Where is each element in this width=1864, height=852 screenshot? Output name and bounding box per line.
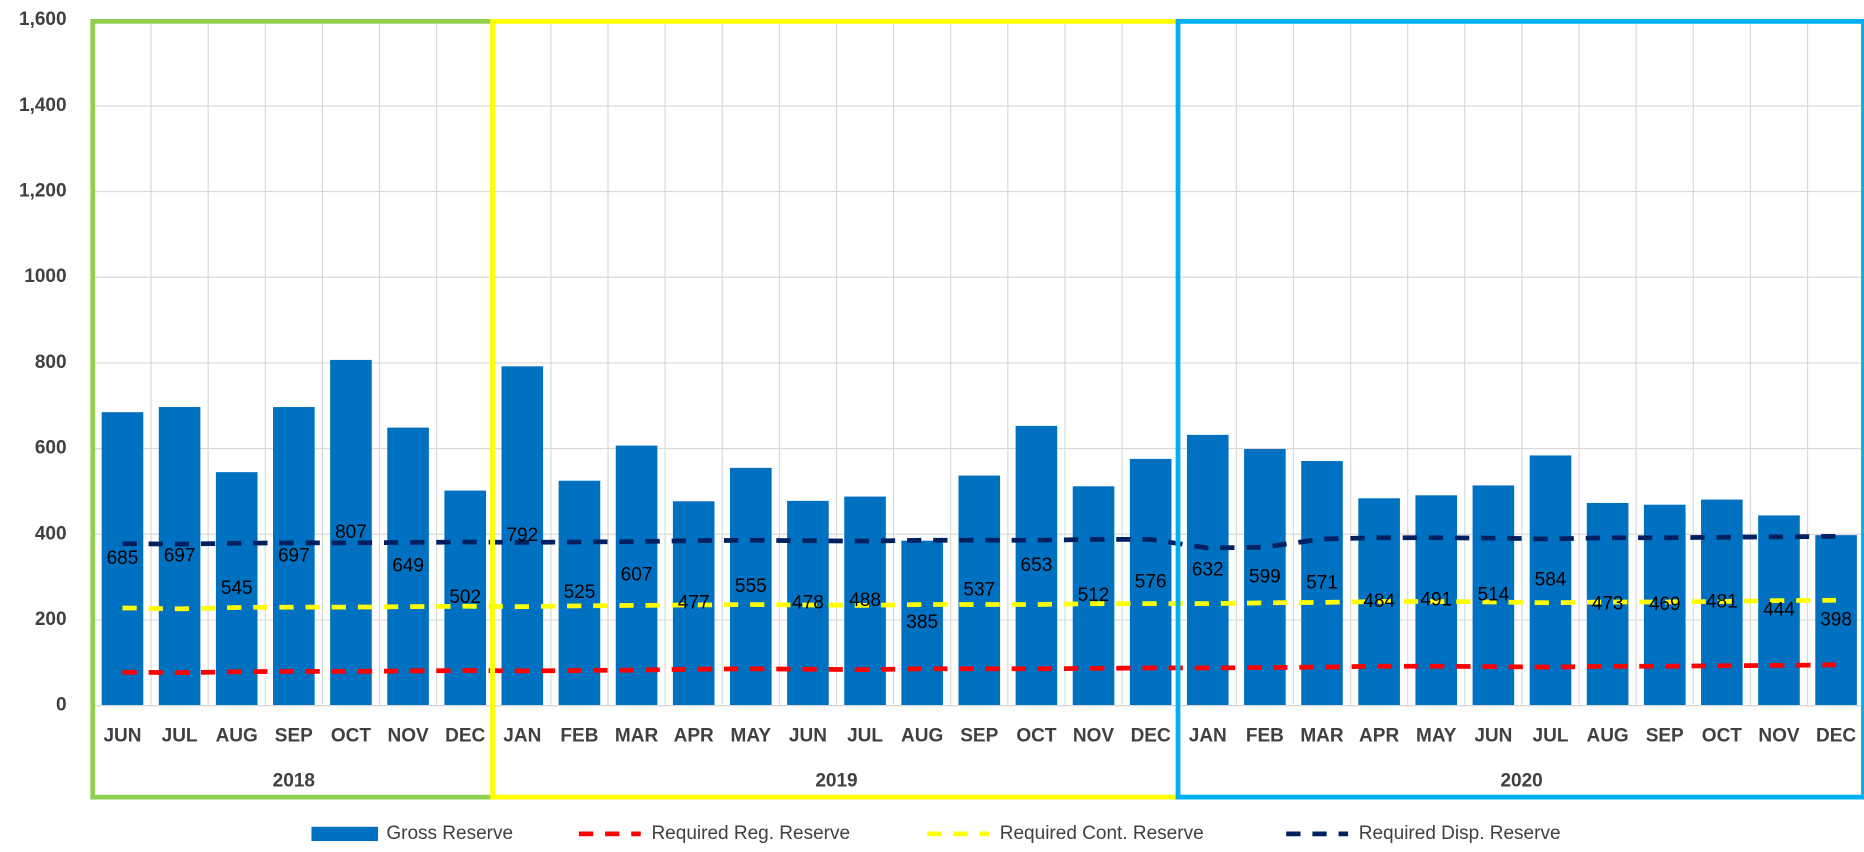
x-tick-label: JUL [1533,726,1569,747]
data-label: 653 [1021,555,1053,576]
x-tick-label: MAR [1300,726,1344,747]
data-label: 697 [164,545,196,566]
x-tick-label: JAN [503,726,541,747]
y-tick-label: 1,200 [19,181,67,202]
data-label: 576 [1135,571,1167,592]
data-label: 697 [278,545,310,566]
y-tick-label: 0 [56,695,67,716]
y-tick-label: 200 [35,609,67,630]
x-tick-label: JUL [847,726,883,747]
bar [1129,458,1172,706]
data-label: 571 [1306,572,1338,593]
x-tick-label: DEC [1131,726,1171,747]
x-tick-label: NOV [1758,726,1800,747]
bar [273,407,315,706]
bar [215,472,258,706]
x-tick-label: APR [1359,726,1399,747]
bar [1529,455,1572,706]
data-label: 649 [392,556,424,577]
x-tick-label: FEB [1246,726,1284,747]
data-label: 469 [1649,594,1681,615]
legend-label: Required Cont. Reserve [1000,823,1204,844]
data-label: 599 [1249,566,1281,587]
bar [1758,515,1800,706]
legend-label: Gross Reserve [386,823,513,844]
x-tick-label: APR [674,726,714,747]
x-tick-label: SEP [960,726,998,747]
y-tick-label: 1,600 [19,9,67,30]
data-label: 444 [1763,600,1795,621]
legend-label: Required Reg. Reserve [651,823,850,844]
data-label: 502 [449,587,481,608]
year-label: 2018 [273,771,315,792]
x-tick-label: JUN [789,726,827,747]
x-tick-label: JUN [103,726,141,747]
data-label: 398 [1820,609,1852,630]
x-tick-label: NOV [387,726,429,747]
data-label: 632 [1192,559,1224,580]
data-label: 488 [849,590,881,611]
x-tick-label: SEP [1646,726,1684,747]
x-tick-label: JUN [1474,726,1512,747]
x-tick-label: AUG [1586,726,1628,747]
year-label: 2020 [1500,771,1542,792]
data-label: 685 [107,548,139,569]
bar [1186,434,1229,706]
x-tick-label: NOV [1073,726,1115,747]
data-label: 514 [1478,585,1510,606]
x-tick-label: SEP [275,726,313,747]
y-tick-label: 1000 [24,266,66,287]
x-tick-label: AUG [216,726,258,747]
x-tick-label: MAY [731,726,772,747]
y-tick-label: 400 [35,523,67,544]
x-tick-label: MAR [615,726,659,747]
x-tick-label: DEC [445,726,485,747]
data-label: 477 [678,592,710,613]
data-label: 807 [335,522,367,543]
x-tick-label: OCT [1016,726,1057,747]
y-tick-label: 1,400 [19,95,67,116]
data-label: 491 [1420,589,1452,610]
x-tick-label: JUL [162,726,198,747]
data-label: 481 [1706,592,1738,613]
data-label: 478 [792,592,824,613]
bar [387,427,429,706]
x-tick-label: JAN [1189,726,1227,747]
bar [330,359,372,706]
bar [1015,425,1058,706]
data-label: 792 [506,525,538,546]
x-tick-label: OCT [1702,726,1743,747]
data-label: 512 [1078,585,1110,606]
legend-swatch [311,826,379,842]
x-tick-label: FEB [560,726,598,747]
bar [501,366,544,706]
bar [101,412,144,706]
x-tick-label: DEC [1816,726,1856,747]
bar [1244,449,1286,706]
data-label: 484 [1363,591,1395,612]
bar [1815,535,1857,706]
data-label: 545 [221,578,253,599]
data-label: 537 [963,580,995,601]
data-label: 584 [1535,570,1567,591]
legend-label: Required Disp. Reserve [1359,823,1561,844]
data-label: 607 [621,565,653,586]
y-tick-label: 600 [35,438,67,459]
year-box [1175,19,1864,800]
data-label: 473 [1592,593,1624,614]
bar [729,467,772,706]
x-tick-label: AUG [901,726,943,747]
data-label: 525 [564,582,596,603]
data-label: 555 [735,576,767,597]
y-tick-label: 800 [35,352,67,373]
bar [615,445,658,706]
bar [901,540,943,706]
bar [158,407,201,706]
year-label: 2019 [815,771,857,792]
data-label: 385 [906,612,938,633]
x-tick-label: MAY [1416,726,1457,747]
x-tick-label: OCT [331,726,372,747]
